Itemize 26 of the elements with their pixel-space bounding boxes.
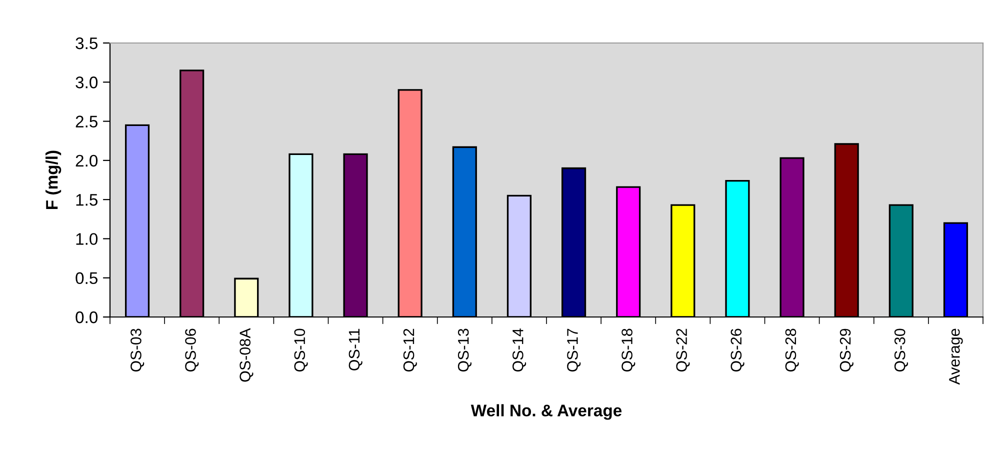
y-tick-label: 1.0 xyxy=(76,233,98,245)
y-tick-label: 0.5 xyxy=(76,272,98,284)
x-tick-label: QS-17 xyxy=(567,328,581,372)
y-tick-label: 2.5 xyxy=(76,116,98,128)
y-tick-label: 3.0 xyxy=(76,76,98,88)
x-axis-title: Well No. & Average xyxy=(470,404,622,420)
x-tick-label: QS-08A xyxy=(240,328,254,382)
x-tick-label: QS-30 xyxy=(894,328,908,372)
x-tick-label: QS-29 xyxy=(840,328,854,372)
x-tick-label: QS-12 xyxy=(403,328,417,372)
x-tick-label: QS-18 xyxy=(622,328,636,372)
x-tick-label: QS-26 xyxy=(730,328,744,372)
x-tick-label: QS-22 xyxy=(676,328,690,372)
y-tick-label: 2.0 xyxy=(76,154,98,167)
x-tick-label: QS-03 xyxy=(130,328,144,372)
y-axis-title: F (mg/l) xyxy=(46,150,62,209)
x-tick-label: QS-10 xyxy=(294,328,308,372)
y-tick-label: 1.5 xyxy=(76,194,98,206)
x-tick-label: Average xyxy=(949,328,963,385)
y-tick-label: 3.5 xyxy=(76,37,98,50)
x-tick-label: QS-28 xyxy=(785,328,799,372)
x-tick-label: QS-06 xyxy=(185,328,199,372)
x-tick-label: QS-11 xyxy=(348,328,362,370)
x-tick-label: QS-13 xyxy=(458,328,472,372)
x-tick-label: QS-14 xyxy=(512,328,526,372)
y-tick-label: 0.0 xyxy=(76,311,98,324)
